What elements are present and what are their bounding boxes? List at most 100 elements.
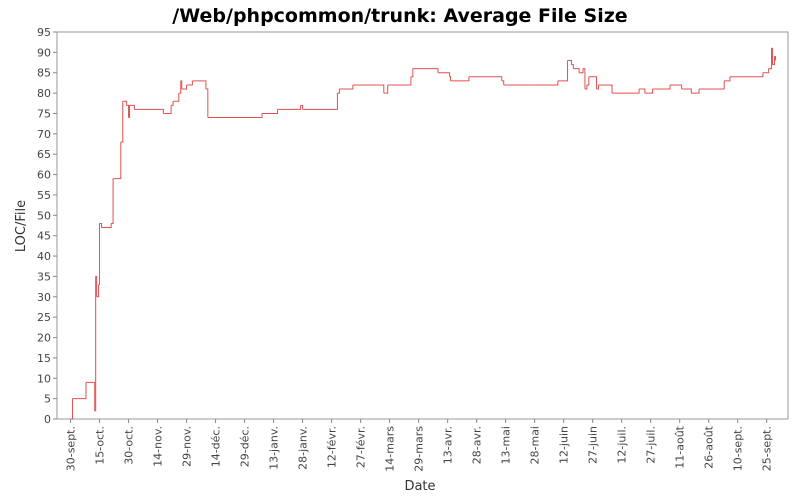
y-tick-label: 5 — [44, 393, 51, 406]
x-tick-label: 12-févr. — [326, 426, 339, 468]
line-segment — [387, 76, 412, 86]
line-segment — [652, 84, 671, 90]
x-tick-label: 30-oct. — [123, 426, 136, 465]
x-tick-label: 15-oct. — [94, 426, 107, 465]
line-segment — [774, 55, 776, 61]
x-tick-label: 27-févr. — [355, 426, 368, 468]
line-segment — [584, 84, 588, 90]
x-tick-label: 12-juil. — [616, 426, 629, 464]
x-tick-label: 29-déc. — [239, 426, 252, 467]
line-segment — [111, 178, 114, 224]
x-tick-label: 28-avr. — [471, 426, 484, 464]
line-segment — [94, 276, 97, 412]
y-tick-label: 0 — [44, 413, 51, 426]
y-tick-label: 60 — [37, 169, 51, 182]
x-tick-label: 14-mars — [384, 426, 397, 472]
line-segment — [760, 72, 764, 78]
line-segment — [691, 89, 700, 94]
x-axis-label: Date — [404, 479, 435, 494]
line-segment — [95, 275, 98, 297]
line-segment — [449, 76, 452, 81]
x-tick-label: 26-août — [703, 425, 716, 468]
y-tick-label: 45 — [37, 230, 51, 243]
line-segment — [300, 104, 304, 110]
line-segment — [579, 68, 584, 74]
y-tick-label: 90 — [37, 46, 51, 59]
line-segment — [192, 80, 207, 90]
y-tick-label: 95 — [37, 26, 51, 39]
x-tick-label: 28-janv. — [297, 426, 310, 470]
line-segment — [573, 68, 580, 73]
line-segment — [180, 80, 183, 90]
line-segment — [501, 80, 505, 85]
line-segment — [699, 80, 725, 90]
line-segment — [410, 68, 414, 78]
line-segment — [670, 84, 683, 90]
y-tick-label: 15 — [37, 352, 51, 365]
x-tick-label: 13-mai — [500, 426, 513, 464]
line-segment — [128, 105, 131, 119]
x-tick-label: 13-janv. — [268, 426, 281, 470]
plot-area — [56, 31, 789, 420]
line-segment — [178, 80, 182, 94]
x-tick-label: 30-sept. — [65, 426, 78, 471]
y-tick-label: 55 — [37, 189, 51, 202]
y-tick-label: 65 — [37, 148, 51, 161]
line-segment — [70, 398, 73, 420]
line-segment — [468, 76, 503, 81]
x-tick-label: 13-avr. — [442, 426, 455, 464]
line-segment — [772, 56, 775, 66]
y-tick-label: 85 — [37, 67, 51, 80]
x-tick-label: 28-mai — [529, 426, 542, 464]
line-segment — [181, 84, 188, 90]
line-segment — [771, 47, 774, 65]
line-segment — [98, 223, 101, 286]
line-segment — [129, 104, 135, 110]
line-segment — [339, 84, 354, 90]
y-tick-label: 20 — [37, 332, 51, 345]
line-segment — [205, 88, 209, 118]
line-segment — [122, 100, 128, 106]
x-tick-label: 12-juin — [558, 426, 571, 464]
line-segment — [72, 382, 87, 400]
y-tick-label: 75 — [37, 107, 51, 120]
line-segment — [768, 48, 773, 70]
line-segment — [612, 89, 640, 94]
line-segment — [171, 101, 174, 106]
line-segment — [163, 105, 172, 114]
line-segment — [588, 76, 598, 90]
x-tick-label: 27-juil. — [645, 426, 658, 464]
line-segment — [583, 68, 586, 90]
y-tick-label: 40 — [37, 250, 51, 263]
x-tick-label: 10-sept. — [732, 426, 745, 471]
line-segment — [644, 89, 654, 94]
line-segment — [567, 60, 572, 65]
line-segment — [681, 88, 692, 94]
line-segment — [261, 109, 278, 114]
x-tick-label: 25-sept. — [761, 426, 774, 471]
line-segment — [383, 84, 389, 94]
line-segment — [134, 108, 164, 114]
line-segment — [302, 93, 338, 110]
line-segment — [450, 76, 470, 82]
line-segment — [557, 60, 569, 82]
line-segment — [99, 222, 102, 228]
line-segment — [762, 68, 770, 74]
line-segment — [352, 84, 385, 94]
y-tick-label: 25 — [37, 311, 51, 324]
x-tick-label: 29-nov. — [181, 426, 194, 467]
line-segment — [101, 223, 112, 229]
line-segment — [86, 381, 96, 411]
line-segment — [173, 93, 180, 102]
x-tick-label: 27-juin — [587, 426, 600, 464]
line-segment — [337, 89, 340, 94]
x-tick-label: 14-nov. — [152, 426, 165, 467]
line-segment — [207, 113, 263, 119]
line-segment — [120, 101, 124, 143]
line-segment — [412, 68, 439, 73]
line-segment — [598, 84, 613, 94]
x-tick-label: 11-août — [674, 425, 687, 468]
y-tick-label: 30 — [37, 291, 51, 304]
line-segment — [186, 80, 193, 86]
